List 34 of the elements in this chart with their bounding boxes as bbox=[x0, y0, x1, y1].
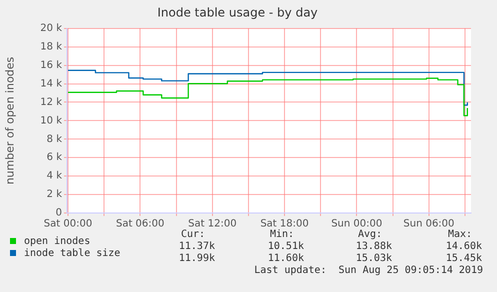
text: Max: bbox=[448, 229, 472, 241]
legend-label: inode table size bbox=[23, 248, 120, 260]
text: 15.03k bbox=[356, 253, 392, 265]
x-tick-label: Sun 06:00 bbox=[403, 218, 454, 230]
y-tick-label: 6 k bbox=[46, 152, 62, 164]
text: Min: bbox=[270, 229, 294, 241]
y-tick-label: 14 k bbox=[40, 78, 62, 90]
chart-title: Inode table usage - by day bbox=[157, 5, 318, 20]
text: 14.60k bbox=[446, 241, 482, 253]
legend-label: open inodes bbox=[23, 236, 90, 248]
y-tick-label: 20 k bbox=[40, 22, 62, 34]
y-tick-label: 0 bbox=[56, 208, 62, 219]
text: Last update: Sun Aug 25 09:05:14 2019 bbox=[254, 265, 483, 277]
y-tick-label: 16 k bbox=[40, 60, 62, 71]
text: 10.51k bbox=[268, 241, 304, 253]
y-tick-label: 10 k bbox=[40, 115, 62, 126]
y-tick-label: 12 k bbox=[40, 96, 62, 108]
text: Avg: bbox=[358, 229, 382, 241]
x-tick-label: Sun 00:00 bbox=[331, 218, 382, 230]
y-tick-label: 4 k bbox=[46, 170, 62, 182]
y-tick-label: 8 k bbox=[46, 134, 62, 145]
y-tick-label: 2 k bbox=[46, 189, 62, 200]
x-tick-label: Sat 12:00 bbox=[188, 218, 237, 230]
y-axis-title: number of open inodes bbox=[3, 56, 16, 185]
text: 11.60k bbox=[268, 253, 304, 265]
text: 11.99k bbox=[178, 253, 215, 265]
y-tick-label: 18 k bbox=[40, 41, 62, 52]
x-tick-label: Sat 06:00 bbox=[116, 218, 164, 230]
x-tick-label: Sat 00:00 bbox=[44, 218, 92, 230]
text: Cur: bbox=[181, 229, 206, 241]
x-tick-label: Sat 18:00 bbox=[260, 218, 309, 230]
text: 11.37k bbox=[178, 241, 215, 253]
text: 15.45k bbox=[446, 253, 482, 265]
text: 13.88k bbox=[356, 241, 392, 253]
